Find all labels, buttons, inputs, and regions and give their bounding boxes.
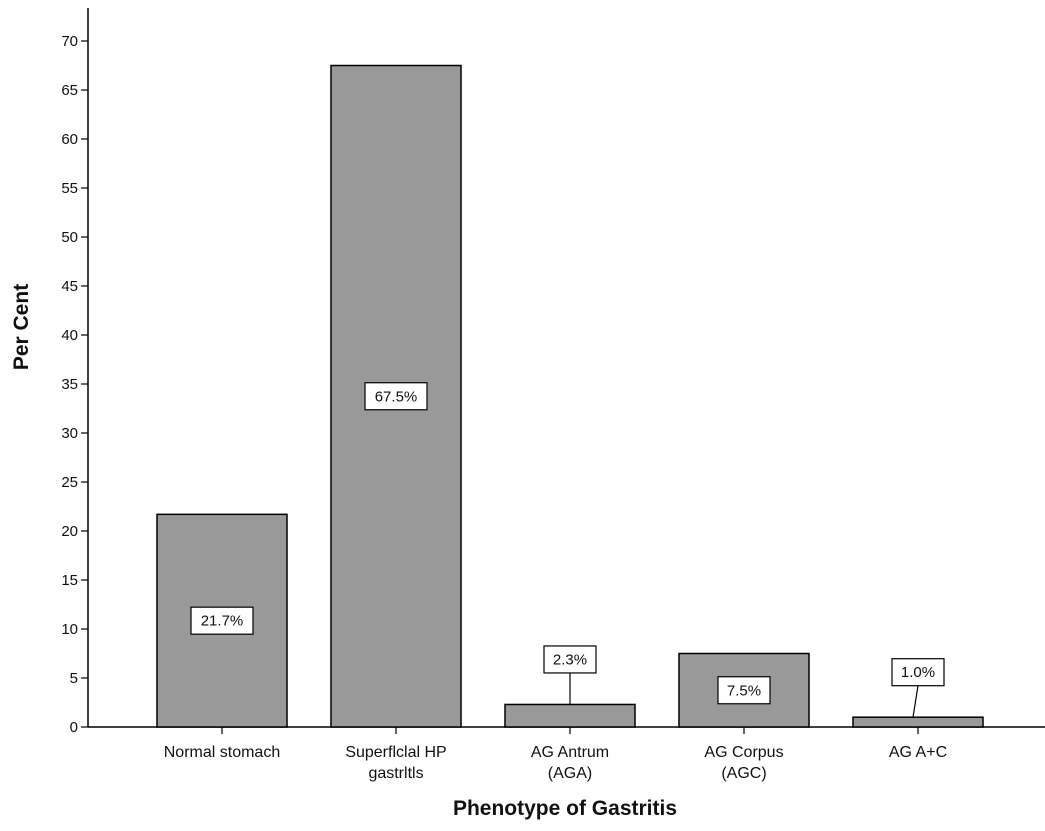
data-label: 67.5% [375, 388, 418, 405]
data-label-box [364, 382, 428, 411]
data-label: 2.3% [553, 651, 587, 668]
y-tick-label: 65 [61, 82, 78, 99]
y-axis-title: Per Cent [10, 284, 33, 370]
data-label: 21.7% [201, 613, 244, 630]
y-tick-label: 45 [61, 278, 78, 295]
y-tick-label: 55 [61, 180, 78, 197]
y-tick-label: 70 [61, 33, 78, 50]
data-label-box [891, 658, 945, 687]
y-tick-label: 40 [61, 327, 78, 344]
y-tick-label: 30 [61, 425, 78, 442]
data-label-box [543, 645, 597, 674]
data-label-box [717, 676, 771, 705]
data-label: 7.5% [727, 682, 761, 699]
data-label: 1.0% [901, 664, 935, 681]
bar [504, 703, 636, 728]
x-tick-label: AG A+C [889, 744, 947, 761]
x-tick-label: AG Corpus [704, 744, 783, 761]
x-tick-label: (AGC) [721, 765, 766, 782]
x-tick-label: gastrltls [368, 765, 423, 782]
y-tick-label: 10 [61, 621, 78, 638]
y-tick-label: 15 [61, 572, 78, 589]
y-tick-label: 35 [61, 376, 78, 393]
y-axis-ticks: 0 5 10 15 20 25 30 35 40 45 50 55 60 65 70 [61, 33, 88, 736]
x-tick-label: Superflclal HP [345, 744, 446, 761]
x-axis-title: Phenotype of Gastritis [453, 797, 677, 820]
x-tick-label: Normal stomach [164, 744, 280, 761]
bar [852, 716, 984, 728]
y-tick-label: 20 [61, 523, 78, 540]
y-tick-label: 5 [70, 670, 78, 687]
y-tick-label: 60 [61, 131, 78, 148]
x-tick-label: AG Antrum [531, 744, 609, 761]
x-axis-ticks: Normal stomach Superflclal HP gastrltls AG … [164, 727, 947, 782]
y-tick-label: 50 [61, 229, 78, 246]
x-tick-label: (AGA) [548, 765, 592, 782]
y-tick-label: 25 [61, 474, 78, 491]
y-tick-label: 0 [70, 719, 78, 736]
bars-group: 21.7% 67.5% 2.3% 7.5% 1.0% [156, 64, 984, 728]
data-label-leader [912, 685, 919, 718]
data-label-box [190, 606, 254, 635]
